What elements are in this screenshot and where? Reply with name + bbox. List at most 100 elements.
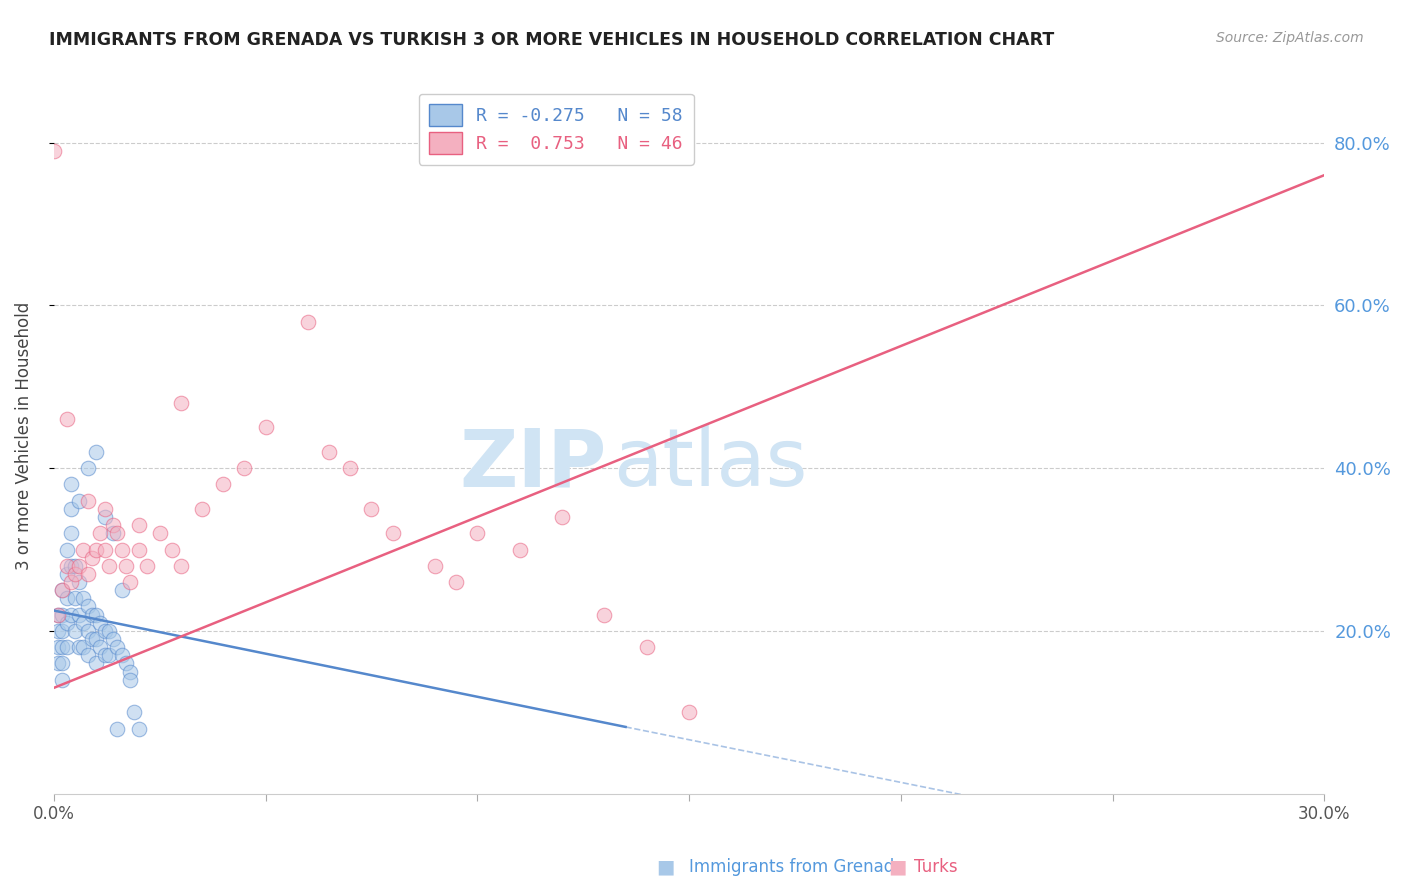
Point <box>63 566 86 581</box>
Point <box>89 615 111 630</box>
Point <box>101 518 124 533</box>
Point <box>89 526 111 541</box>
Point <box>84 657 107 671</box>
Point <box>120 665 142 679</box>
Point <box>51 583 73 598</box>
Point <box>80 632 103 646</box>
Point <box>89 640 111 655</box>
Point <box>509 542 531 557</box>
Point <box>93 542 115 557</box>
Point <box>46 607 69 622</box>
Point <box>128 518 150 533</box>
Text: ZIP: ZIP <box>460 425 606 503</box>
Point <box>51 583 73 598</box>
Point <box>170 396 193 410</box>
Point <box>67 493 90 508</box>
Point <box>76 599 98 614</box>
Point <box>76 648 98 663</box>
Point <box>105 722 128 736</box>
Text: atlas: atlas <box>613 425 807 503</box>
Point <box>76 461 98 475</box>
Point <box>128 722 150 736</box>
Point <box>55 542 77 557</box>
Point <box>318 445 340 459</box>
Point <box>551 510 574 524</box>
Point <box>59 526 82 541</box>
Point <box>72 640 94 655</box>
Point <box>76 624 98 638</box>
Point <box>46 640 69 655</box>
Point <box>55 591 77 606</box>
Point <box>63 558 86 573</box>
Point <box>67 607 90 622</box>
Point <box>297 315 319 329</box>
Point <box>67 575 90 590</box>
Text: ■: ■ <box>657 857 675 877</box>
Point <box>72 591 94 606</box>
Point <box>51 607 73 622</box>
Point <box>84 445 107 459</box>
Point <box>84 542 107 557</box>
Point <box>128 542 150 557</box>
Point <box>59 501 82 516</box>
Point <box>467 526 489 541</box>
Point <box>114 558 136 573</box>
Point <box>63 624 86 638</box>
Text: Immigrants from Grenada: Immigrants from Grenada <box>689 858 904 876</box>
Text: Source: ZipAtlas.com: Source: ZipAtlas.com <box>1216 31 1364 45</box>
Point <box>55 615 77 630</box>
Point <box>120 673 142 687</box>
Point <box>423 558 446 573</box>
Point <box>149 526 172 541</box>
Point <box>233 461 256 475</box>
Point <box>59 575 82 590</box>
Point <box>55 640 77 655</box>
Point <box>51 657 73 671</box>
Y-axis label: 3 or more Vehicles in Household: 3 or more Vehicles in Household <box>15 301 32 570</box>
Point <box>381 526 404 541</box>
Point <box>93 648 115 663</box>
Point <box>76 493 98 508</box>
Point <box>93 510 115 524</box>
Point <box>80 550 103 565</box>
Point <box>42 144 65 158</box>
Point <box>120 575 142 590</box>
Point <box>67 558 90 573</box>
Point <box>360 501 382 516</box>
Point <box>162 542 184 557</box>
Point <box>51 624 73 638</box>
Point <box>101 526 124 541</box>
Point <box>84 607 107 622</box>
Point <box>63 591 86 606</box>
Point <box>105 526 128 541</box>
Point <box>97 624 120 638</box>
Point <box>59 558 82 573</box>
Point <box>55 566 77 581</box>
Point <box>97 648 120 663</box>
Point <box>110 583 132 598</box>
Text: Turks: Turks <box>914 858 957 876</box>
Point <box>593 607 616 622</box>
Point <box>191 501 214 516</box>
Point <box>97 558 120 573</box>
Point <box>105 640 128 655</box>
Point <box>110 648 132 663</box>
Point <box>72 542 94 557</box>
Point <box>636 640 658 655</box>
Point <box>46 624 69 638</box>
Point <box>51 640 73 655</box>
Point <box>93 624 115 638</box>
Text: IMMIGRANTS FROM GRENADA VS TURKISH 3 OR MORE VEHICLES IN HOUSEHOLD CORRELATION C: IMMIGRANTS FROM GRENADA VS TURKISH 3 OR … <box>49 31 1054 49</box>
Point <box>170 558 193 573</box>
Point <box>59 607 82 622</box>
Point <box>84 632 107 646</box>
Point <box>55 412 77 426</box>
Point <box>110 542 132 557</box>
Point <box>101 632 124 646</box>
Point <box>46 657 69 671</box>
Point <box>46 607 69 622</box>
Point <box>51 673 73 687</box>
Point <box>254 420 277 434</box>
Point <box>212 477 235 491</box>
Point <box>339 461 361 475</box>
